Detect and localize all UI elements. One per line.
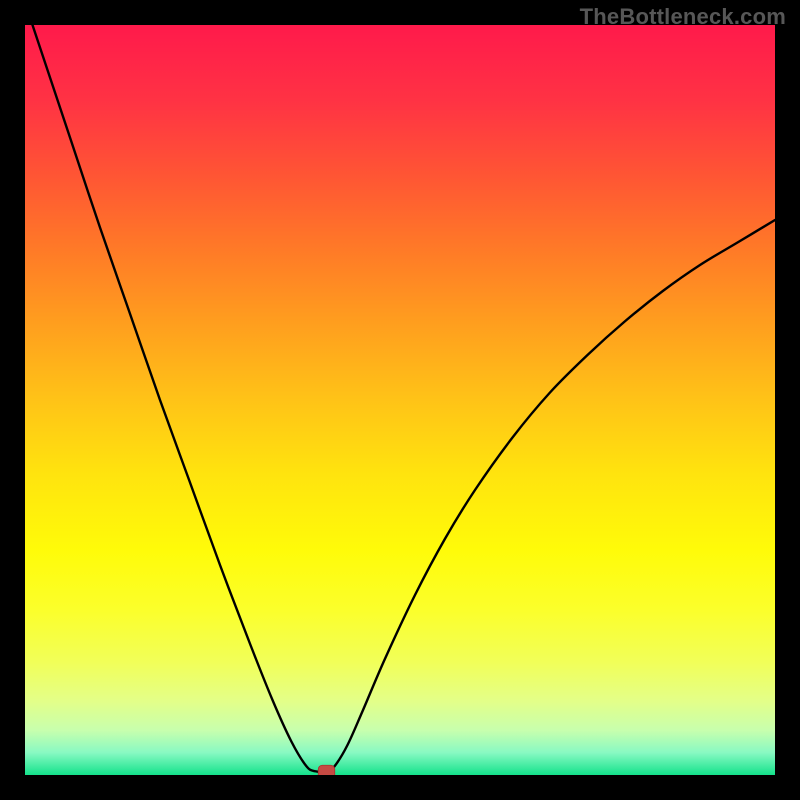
chart-frame: TheBottleneck.com [0, 0, 800, 800]
bottleneck-curve-chart [25, 25, 775, 775]
plot-area [25, 25, 775, 775]
minimum-marker [318, 765, 335, 775]
chart-background [25, 25, 775, 775]
